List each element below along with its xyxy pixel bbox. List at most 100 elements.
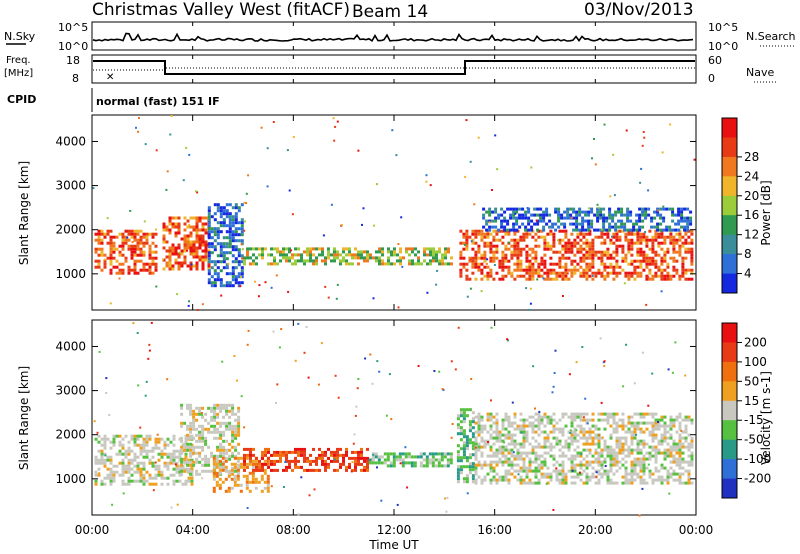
- echo-cell: [441, 253, 444, 257]
- echo-cell: [582, 256, 586, 260]
- echo-cell: [660, 451, 664, 455]
- echo-cell: [459, 459, 463, 463]
- echo-cell: [237, 421, 241, 425]
- echo-cell: [459, 274, 463, 278]
- echo-cell: [624, 454, 628, 458]
- echo-cell: [680, 225, 684, 229]
- echo-cell: [663, 238, 667, 242]
- echo-cell: [139, 426, 142, 429]
- echo-cell: [636, 232, 640, 236]
- echo-cell: [207, 278, 211, 282]
- echo-cell: [648, 277, 652, 281]
- echo-cell: [630, 463, 634, 467]
- echo-cell: [204, 418, 208, 422]
- echo-cell: [612, 472, 616, 476]
- echo-cell: [249, 450, 252, 454]
- echo-cell: [248, 462, 252, 466]
- echo-cell: [666, 436, 670, 440]
- echo-cell: [516, 256, 520, 260]
- echo-cell: [524, 225, 528, 229]
- echo-cell: [525, 259, 529, 263]
- echo-cell: [474, 232, 478, 236]
- echo-cell: [425, 464, 429, 468]
- echo-cell: [138, 117, 140, 119]
- echo-cell: [168, 258, 172, 262]
- echo-cell: [136, 461, 140, 465]
- echo-cell: [690, 481, 694, 485]
- echo-cell: [213, 430, 217, 434]
- echo-cell: [531, 268, 535, 272]
- echo-cell: [534, 250, 538, 254]
- echo-cell: [342, 256, 345, 260]
- echo-cell: [387, 259, 390, 263]
- echo-cell: [195, 219, 199, 223]
- echo-cell: [621, 268, 625, 272]
- colorbar-swatch: [722, 254, 737, 274]
- echo-cell: [558, 418, 562, 422]
- echo-cell: [174, 246, 178, 250]
- echo-cell: [651, 424, 655, 428]
- echo-cell: [147, 357, 150, 360]
- echo-cell: [609, 195, 612, 198]
- echo-cell: [590, 222, 594, 226]
- echo-cell: [210, 236, 214, 240]
- echo-cell: [591, 265, 595, 269]
- echo-cell: [654, 259, 658, 263]
- echo-cell: [471, 247, 475, 251]
- echo-cell: [315, 459, 318, 463]
- echo-cell: [567, 445, 571, 449]
- echo-cell: [297, 453, 300, 457]
- echo-cell: [154, 250, 158, 254]
- echo-cell: [621, 451, 625, 455]
- echo-cell: [522, 436, 526, 440]
- echo-cell: [225, 421, 229, 425]
- echo-cell: [103, 259, 107, 263]
- echo-cell: [597, 472, 601, 476]
- echo-cell: [245, 480, 249, 484]
- echo-cell: [591, 256, 595, 260]
- echo-cell: [372, 453, 375, 456]
- echo-cell: [516, 244, 520, 248]
- echo-cell: [231, 215, 235, 219]
- echo-cell: [148, 244, 152, 248]
- echo-cell: [618, 448, 622, 452]
- echo-cell: [498, 457, 502, 461]
- echo-cell: [582, 235, 586, 239]
- echo-cell: [506, 338, 509, 341]
- echo-cell: [632, 222, 636, 226]
- echo-cell: [495, 451, 499, 455]
- echo-cell: [160, 437, 164, 441]
- echo-cell: [381, 259, 384, 263]
- echo-cell: [186, 403, 190, 407]
- echo-cell: [603, 472, 607, 476]
- echo-cell: [579, 430, 583, 434]
- echo-cell: [591, 250, 595, 254]
- echo-cell: [591, 442, 595, 446]
- echo-cell: [170, 506, 173, 509]
- echo-cell: [528, 265, 532, 269]
- echo-cell: [576, 262, 580, 266]
- echo-cell: [231, 436, 235, 440]
- echo-cell: [246, 253, 249, 257]
- echo-cell: [660, 235, 664, 239]
- echo-cell: [600, 271, 604, 275]
- echo-cell: [569, 429, 572, 432]
- echo-cell: [513, 439, 517, 443]
- echo-cell: [157, 446, 161, 450]
- echo-cell: [201, 415, 205, 419]
- echo-cell: [591, 247, 595, 251]
- echo-cell: [506, 222, 510, 226]
- echo-cell: [672, 421, 676, 425]
- echo-cell: [513, 454, 517, 458]
- echo-cell: [624, 232, 628, 236]
- echo-cell: [486, 271, 490, 275]
- echo-cell: [186, 264, 190, 268]
- echo-cell: [639, 460, 643, 464]
- echo-cell: [617, 225, 621, 229]
- echo-cell: [516, 253, 520, 257]
- echo-cell: [100, 452, 104, 456]
- echo-cell: [360, 447, 363, 451]
- echo-cell: [469, 287, 472, 290]
- echo-cell: [327, 250, 330, 254]
- echo-cell: [545, 207, 549, 211]
